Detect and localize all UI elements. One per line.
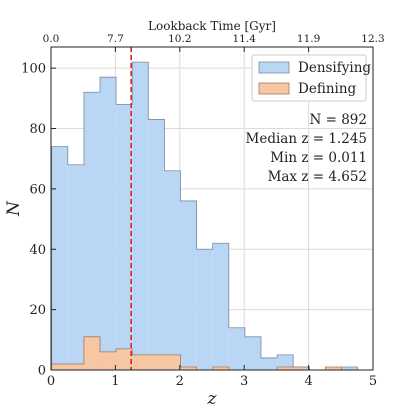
densifying-bar: [277, 354, 294, 370]
x-tick-label: 4: [304, 374, 312, 389]
x-tick-label: 1: [111, 374, 119, 389]
y-tick-label: 60: [29, 182, 46, 197]
defining-bar: [132, 354, 149, 370]
top-axis-label: Lookback Time [Gyr]: [148, 19, 276, 33]
plot-frame: [50, 46, 374, 371]
legend-swatch-densifying: [258, 61, 290, 74]
y-tick-label: 80: [29, 122, 46, 137]
densifying-bar: [196, 249, 213, 370]
densifying-bar: [148, 119, 165, 370]
defining-bar: [148, 354, 165, 370]
y-tick-label: 100: [21, 62, 46, 77]
y-tick-label: 20: [29, 303, 46, 318]
densifying-bar: [51, 146, 68, 370]
densifying-bar: [212, 243, 229, 370]
top-tick-label: 12.3: [361, 33, 384, 45]
defining-bar: [212, 366, 229, 370]
annotation-min: Min z = 0.011: [270, 150, 367, 166]
x-tick-label: 0: [47, 374, 55, 389]
defining-bar: [325, 366, 342, 370]
densifying-bar: [228, 327, 245, 370]
densifying-bar: [244, 336, 262, 370]
densifying-bar: [341, 366, 358, 370]
legend-label-defining: Defining: [298, 81, 357, 97]
annotation-median: Median z = 1.245: [246, 131, 367, 147]
top-tick-label: 0.0: [43, 33, 60, 45]
top-tick-label: 11.9: [297, 33, 320, 45]
annotation-max: Max z = 4.652: [268, 169, 367, 185]
defining-bars: [51, 336, 373, 371]
densifying-bar: [116, 104, 133, 371]
defining-bar: [164, 354, 181, 370]
y-axis-label: N: [4, 200, 24, 217]
legend-label-densifying: Densifying: [298, 60, 371, 76]
annotation-n: N = 892: [310, 112, 367, 128]
densifying-bar: [261, 357, 278, 370]
legend: Densifying Defining: [251, 54, 371, 102]
x-tick-label: 5: [369, 374, 377, 389]
densifying-bars: [51, 61, 373, 371]
legend-swatch-defining: [258, 82, 290, 95]
defining-bar: [83, 336, 101, 370]
defining-bar: [67, 363, 84, 370]
defining-bar: [100, 351, 117, 370]
axis-ticks: 0 1 2 3 4 5 0 20 40 60 80 100 0.0 7.7 10.2 11.4 11.9 12.3: [21, 33, 385, 389]
densifying-bar: [83, 92, 101, 371]
defining-bar: [116, 348, 133, 370]
y-tick-label: 0: [38, 364, 46, 379]
densifying-bar: [100, 77, 117, 370]
top-tick-label: 11.4: [233, 33, 257, 45]
x-tick-label: 3: [240, 374, 248, 389]
defining-bar: [51, 363, 68, 370]
x-axis-label: z: [207, 389, 218, 409]
densifying-bar: [164, 170, 181, 370]
densifying-bar: [180, 200, 197, 370]
y-tick-label: 40: [29, 243, 46, 258]
stats-annotations: N = 892 Median z = 1.245 Min z = 0.011 M…: [246, 112, 367, 185]
top-tick-label: 7.7: [107, 33, 124, 45]
defining-bar: [293, 366, 310, 370]
densifying-bar: [132, 62, 149, 371]
defining-bar: [277, 366, 294, 370]
defining-bar: [180, 366, 197, 370]
top-tick-label: 10.2: [168, 33, 191, 45]
x-tick-label: 2: [176, 374, 184, 389]
densifying-bar: [67, 164, 84, 370]
